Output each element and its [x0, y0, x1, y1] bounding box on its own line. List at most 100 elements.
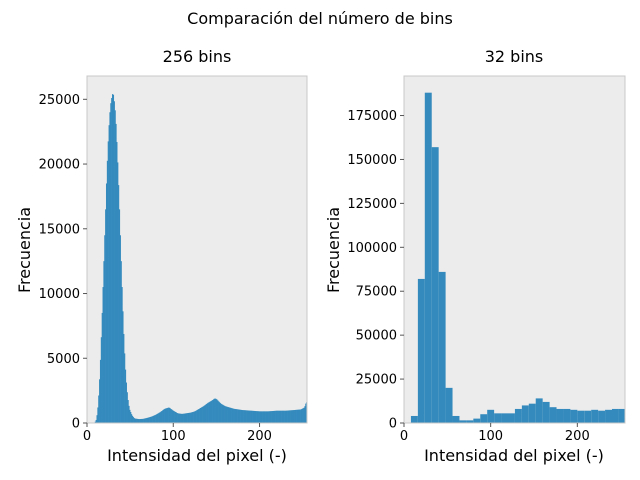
bar	[168, 407, 171, 423]
bar	[192, 411, 194, 423]
bar	[232, 408, 234, 423]
bar	[219, 402, 221, 423]
bar	[194, 411, 196, 423]
bar	[196, 410, 198, 423]
bar	[151, 416, 153, 423]
bar	[279, 410, 281, 423]
bar	[188, 412, 190, 423]
y-tick-label: 75000	[356, 285, 397, 300]
bar	[281, 410, 284, 423]
bar	[584, 410, 592, 423]
bar	[466, 420, 474, 423]
axes-frame-256	[86, 75, 308, 424]
bar	[200, 407, 202, 423]
bar	[107, 141, 109, 423]
bar	[282, 410, 284, 423]
bar	[156, 413, 159, 423]
bar	[140, 418, 142, 423]
bar	[157, 413, 159, 423]
bar	[261, 411, 263, 423]
bar	[290, 410, 292, 423]
bar	[302, 408, 304, 423]
y-tick-label: 15000	[39, 222, 80, 237]
bar	[288, 410, 290, 423]
bar	[137, 419, 140, 423]
bar	[305, 403, 307, 423]
bar	[169, 408, 171, 423]
bar	[445, 387, 453, 423]
bar	[257, 411, 259, 423]
bar	[239, 409, 241, 423]
bar	[233, 408, 235, 423]
bar	[256, 411, 258, 423]
bar	[293, 410, 295, 423]
bar	[99, 359, 102, 423]
bar	[106, 160, 108, 423]
bar	[612, 408, 619, 423]
bar	[195, 410, 197, 423]
bar	[570, 409, 578, 423]
bar	[284, 410, 286, 423]
bar	[207, 402, 209, 423]
bar	[163, 409, 165, 423]
bar	[102, 287, 104, 423]
bar	[162, 410, 164, 423]
histogram-32-bins: 0 100 200 0 25000 50000 75000 100000 125000 1500…	[324, 47, 626, 465]
bar	[149, 416, 152, 423]
bar	[173, 410, 175, 423]
bar	[127, 400, 129, 423]
bar	[277, 410, 279, 423]
bar	[563, 408, 571, 423]
bar	[148, 417, 150, 423]
y-tick-label: 175000	[347, 109, 397, 124]
y-ticks-32: 0 25000 50000 75000 100000 125000 150000 175000	[347, 109, 404, 432]
bar	[205, 404, 207, 423]
bar	[231, 408, 234, 423]
bar	[95, 419, 97, 423]
bar	[250, 410, 252, 423]
bar	[203, 405, 205, 423]
bar	[237, 409, 240, 423]
x-ticks-256: 0 100 200	[83, 423, 272, 444]
bar	[452, 415, 460, 423]
bar	[283, 410, 285, 423]
bar	[153, 415, 155, 423]
bar	[424, 92, 432, 423]
bar	[130, 411, 132, 423]
bar	[215, 398, 217, 423]
bar	[155, 414, 157, 423]
bar	[161, 411, 163, 423]
bar	[160, 411, 162, 423]
bar	[201, 406, 203, 423]
bar	[190, 412, 192, 423]
bar	[125, 382, 127, 423]
bar	[187, 413, 189, 423]
bar	[197, 409, 199, 423]
bar	[112, 94, 114, 423]
bar	[172, 410, 174, 423]
bar	[141, 418, 143, 423]
bar	[222, 404, 224, 423]
bar	[126, 392, 128, 423]
bar	[253, 410, 255, 423]
bar	[121, 287, 123, 423]
bar	[111, 98, 113, 423]
bar	[235, 409, 237, 423]
bar	[459, 420, 467, 423]
bar	[242, 410, 244, 423]
bar	[269, 411, 272, 423]
bar	[101, 312, 103, 423]
bar	[288, 410, 291, 423]
x-tick-label: 0	[400, 429, 408, 444]
bar	[431, 147, 439, 423]
bar	[147, 417, 149, 423]
bar	[182, 413, 184, 423]
bar	[216, 399, 218, 423]
bar	[289, 410, 291, 423]
bar	[191, 412, 193, 423]
bar	[105, 183, 108, 423]
bar	[206, 403, 209, 423]
bar	[104, 235, 106, 423]
bar	[217, 400, 219, 423]
bar	[110, 103, 112, 423]
